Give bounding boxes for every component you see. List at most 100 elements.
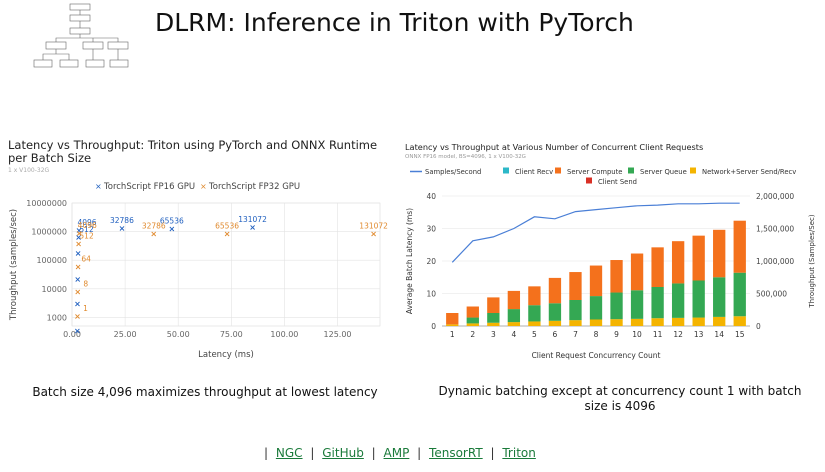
bar-segment <box>466 323 479 326</box>
legend-label: Server Compute <box>567 168 622 176</box>
legend-label: Samples/Second <box>425 168 481 176</box>
bar-segment <box>692 317 705 326</box>
data-point: × <box>74 288 81 297</box>
data-point: × <box>76 229 83 238</box>
bar-segment <box>671 283 685 318</box>
y-tick-label: 0 <box>431 322 436 331</box>
separator: | <box>310 446 315 460</box>
y-tick-label: 10000 <box>42 285 67 294</box>
bar-segment <box>548 320 562 326</box>
bar-segment <box>487 313 500 323</box>
bar-segment <box>630 290 644 319</box>
data-label: 131072 <box>238 215 267 224</box>
y-tick-label: 20 <box>426 257 436 266</box>
throughput-line <box>451 202 740 263</box>
data-point: × <box>74 312 81 321</box>
separator: | <box>371 446 376 460</box>
data-point: × <box>76 226 83 235</box>
y-tick-label: 100000 <box>36 256 67 265</box>
bar-segment <box>692 235 705 281</box>
latency-throughput-scatter: 1000 10000 100000 1000000 10000000 0.00 25.00 5… <box>9 182 388 360</box>
legend-swatch <box>503 167 509 174</box>
right-caption: Dynamic batching except at concurrency c… <box>438 384 802 413</box>
y2-tick-label: 2,000,000 <box>756 192 794 201</box>
x-tick-label: 3 <box>491 330 496 339</box>
data-point: × <box>74 300 81 309</box>
left-chart-subtitle: 1 x V100-32G <box>8 167 50 174</box>
bar-segment <box>589 319 603 326</box>
legend-label: Client Send <box>598 178 637 186</box>
data-label: 4096 <box>78 221 97 230</box>
ngc-link[interactable]: NGC <box>275 446 303 460</box>
data-label: 1 <box>83 304 88 313</box>
right-chart-subtitle: ONNX FP16 model, BS=4096, 1 x V100-32G <box>405 154 526 160</box>
bar-segment <box>507 290 521 310</box>
bar-segment <box>692 280 705 318</box>
footer-links: | NGC | GitHub | AMP | TensorRT | Triton <box>260 446 580 460</box>
x-tick-label: 4 <box>511 330 516 339</box>
legend-label: TorchScript FP32 GPU <box>208 182 300 192</box>
x-tick-label: 9 <box>614 330 619 339</box>
bar-segment <box>569 320 582 326</box>
bar-segment <box>630 253 644 291</box>
data-point: × <box>75 240 82 249</box>
legend-marker: × <box>200 182 207 191</box>
data-point: × <box>168 224 175 233</box>
bar-segment <box>671 317 685 326</box>
github-link[interactable]: GitHub <box>322 446 364 460</box>
data-point: × <box>75 233 82 242</box>
y-tick-label: 10 <box>426 290 436 299</box>
legend-marker: × <box>95 182 102 191</box>
x-tick-label: 13 <box>694 330 704 339</box>
bar-segment <box>528 321 541 326</box>
data-label: 64 <box>81 255 91 264</box>
data-point: × <box>249 223 256 232</box>
bar-segment <box>733 316 746 326</box>
data-label: 512 <box>79 232 94 241</box>
x-tick-label: 0.00 <box>63 330 81 339</box>
tensorrt-link[interactable]: TensorRT <box>429 446 483 460</box>
y-axis-label: Average Batch Latency (ms) <box>405 208 414 314</box>
bar-segment <box>651 318 664 326</box>
bar-segment <box>528 305 541 322</box>
data-label: 32786 <box>142 222 166 231</box>
triton-link[interactable]: Triton <box>502 446 536 460</box>
data-point: × <box>150 230 157 239</box>
bar-segment <box>466 306 479 318</box>
y-tick-label: 1000 <box>47 313 67 322</box>
amp-link[interactable]: AMP <box>383 446 410 460</box>
y-tick-label: 1000000 <box>31 228 67 237</box>
legend-label: Client Recv <box>515 168 553 176</box>
concurrency-stacked-bar-chart: 0 10 20 30 40 0 500,000 1,000,000 1,500,000 2,000… <box>405 167 816 360</box>
bar-segment <box>507 309 521 323</box>
data-label: 8 <box>83 280 88 289</box>
left-chart-title: Latency vs Throughput: Triton using PyTo… <box>8 138 378 165</box>
bar-segment <box>569 300 582 321</box>
data-point: × <box>224 230 231 239</box>
x-axis-label: Latency (ms) <box>198 350 254 360</box>
bar-segment <box>548 277 562 304</box>
bar-segment <box>589 296 603 320</box>
bar-segment <box>589 265 603 297</box>
bar-segment <box>713 229 726 278</box>
bar-segment <box>610 319 623 326</box>
x-tick-label: 5 <box>532 330 537 339</box>
x-tick-label: 8 <box>594 330 599 339</box>
x-tick-label: 1 <box>450 330 455 339</box>
bar-segment <box>610 292 623 320</box>
data-label: 4096 <box>77 218 96 227</box>
x-tick-label: 7 <box>573 330 578 339</box>
x-tick-label: 2 <box>470 330 475 339</box>
bar-segment <box>446 324 459 326</box>
legend-swatch <box>555 167 561 174</box>
bar-segment <box>528 286 541 306</box>
data-point: × <box>119 224 126 233</box>
y-tick-label: 40 <box>426 192 436 201</box>
right-chart-title: Latency vs Throughput at Various Number … <box>405 142 704 152</box>
x-tick-label: 25.00 <box>114 330 137 339</box>
y2-tick-label: 1,500,000 <box>756 225 794 234</box>
bar-segment <box>487 297 500 313</box>
data-point: × <box>370 230 377 239</box>
legend-label: Network+Server Send/Recv <box>702 168 796 176</box>
legend-swatch <box>586 177 592 184</box>
